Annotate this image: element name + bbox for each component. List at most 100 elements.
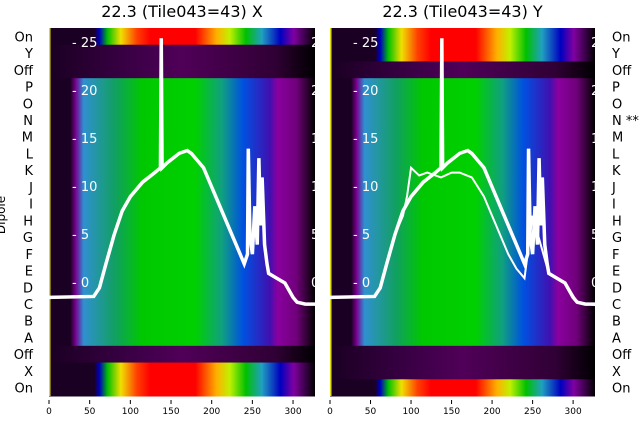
heatmap-row [330,345,595,364]
row-label: C [612,298,621,313]
y-tick-label: - 25 [353,36,378,51]
row-label: C [24,298,33,313]
row-label: K [612,164,621,179]
row-label: O [612,97,622,112]
heatmap-row [49,28,315,46]
x-tick-label: 0 [327,407,333,417]
series-line-bandpass-N [329,165,596,307]
row-label: D [612,281,622,296]
heatmap-row [49,379,315,397]
heatmap-row [49,245,315,263]
y-tick-label: - 20 [72,84,97,99]
heatmap-row [49,212,315,230]
x-tick-label: 200 [483,407,500,417]
edge-marker [330,28,332,396]
row-label: G [612,231,622,246]
heatmap-row [330,61,595,79]
row-label: M [22,131,33,146]
y-tick-label-right: 15 [591,132,608,147]
x-tick-label: 100 [122,407,139,417]
y-tick-label: - 0 [353,276,370,291]
y-tick-label: - 10 [72,180,97,195]
heatmap-row [49,161,315,180]
heatmap-row [49,44,315,62]
x-tick-label: 50 [365,407,377,417]
row-label: P [25,81,33,96]
panel-title: 22.3 (Tile043=43) X [101,2,263,21]
row-label: N ** [612,114,639,129]
x-tick-label: 250 [524,407,541,417]
heatmap-row [330,362,595,380]
y-tick-label: - 5 [72,228,89,243]
row-label: On [15,382,33,397]
y-tick-label-right: 5 [591,228,599,243]
row-label: I [612,198,616,213]
y-tick-label: - 5 [353,228,370,243]
heatmap-row [49,78,315,96]
x-tick-label: 200 [203,407,220,417]
row-label: A [612,331,621,346]
heatmap-row [330,195,595,213]
row-label: B [612,315,621,330]
y-axis-label: Dipole [0,196,8,234]
y-tick-label: - 25 [72,36,97,51]
heatmap-row [330,28,595,46]
row-label: I [29,198,33,213]
heatmap-row [49,362,315,380]
row-label: P [612,81,620,96]
y-tick-label: - 15 [353,132,378,147]
row-label: On [612,30,630,45]
heatmap-row [330,312,595,330]
row-label: E [612,265,620,280]
heatmap-row [49,195,315,213]
row-label: L [26,147,34,162]
row-label: Y [611,47,620,62]
heatmap-row [49,345,315,364]
row-label: N [23,114,33,129]
panel-title: 22.3 (Tile043=43) Y [382,2,543,21]
row-label: M [612,131,623,146]
row-label: L [612,147,620,162]
x-tick-label: 300 [284,407,301,417]
row-label: E [25,265,33,280]
row-label: G [23,231,33,246]
y-tick-label-right: 0 [311,276,319,291]
row-label: Off [612,348,632,363]
y-tick-label-right: 10 [591,180,608,195]
y-tick-label-right: 25 [311,36,328,51]
heatmap-row [49,295,315,313]
heatmap-row [330,329,595,347]
x-tick-label: 150 [443,407,460,417]
row-label: Off [612,64,632,79]
y-tick-label: - 10 [353,180,378,195]
row-label: B [24,315,33,330]
y-tick-label: - 0 [72,276,89,291]
row-label: On [15,30,33,45]
heatmap-row [49,111,315,129]
heatmap-row [330,379,595,397]
x-tick-label: 50 [84,407,96,417]
y-tick-label-right: 0 [591,276,599,291]
heatmap-row [49,329,315,347]
y-tick-label-right: 20 [591,84,608,99]
row-label: Off [14,64,34,79]
heatmap-row [49,312,315,330]
x-tick-label: 150 [162,407,179,417]
row-label: Off [14,348,34,363]
row-label: A [24,331,33,346]
heatmap-row [330,161,595,180]
row-label: O [23,97,33,112]
x-tick-label: 300 [565,407,582,417]
heatmap-row [330,295,595,313]
heatmap-row [330,245,595,263]
heatmap-row [330,278,595,297]
row-label: K [24,164,33,179]
heatmap-row [49,278,315,297]
heatmap-row [330,111,595,129]
series-line-bandpass [48,38,315,306]
y-tick-label-right: 20 [311,84,328,99]
row-label: On [612,382,630,397]
heatmap-row [49,94,315,113]
heatmap-row [49,128,315,146]
